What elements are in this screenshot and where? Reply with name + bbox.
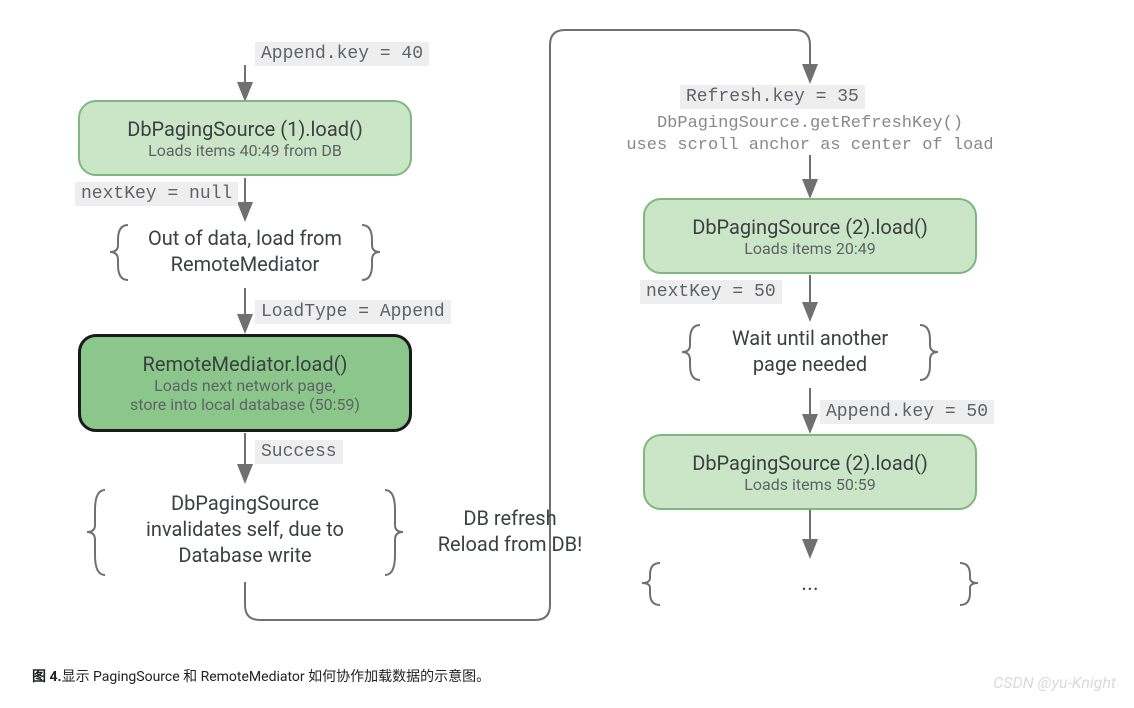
node-title: DbPagingSource (1).load() — [127, 117, 363, 141]
node-subtitle: store into local database (50:59) — [130, 395, 360, 414]
left-nextkey-label: nextKey = null — [75, 182, 238, 206]
left-append-key-label: Append.key = 40 — [255, 42, 429, 66]
watermark: CSDN @yu-Knight — [993, 673, 1116, 692]
left-node-db-paging-source: DbPagingSource (1).load() Loads items 40… — [78, 100, 412, 176]
right-refresh-key-label: Refresh.key = 35 — [680, 85, 865, 109]
mid-db-refresh-text: DB refresh Reload from DB! — [425, 505, 595, 557]
left-loadtype-label: LoadType = Append — [255, 300, 451, 324]
node-subtitle: Loads items 40:49 from DB — [148, 141, 342, 160]
node-subtitle: Loads items 50:59 — [744, 475, 875, 494]
node-subtitle: Loads items 20:49 — [744, 239, 875, 258]
node-title: DbPagingSource (2).load() — [692, 215, 928, 239]
right-node-db-paging-2: DbPagingSource (2).load() Loads items 50… — [643, 434, 977, 510]
right-refresh-subinfo: DbPagingSource.getRefreshKey() uses scro… — [620, 113, 1000, 157]
left-brace-invalidates: DbPagingSource invalidates self, due to … — [110, 490, 380, 568]
node-title: DbPagingSource (2).load() — [692, 451, 928, 475]
right-nextkey-label: nextKey = 50 — [640, 280, 782, 304]
node-title: RemoteMediator.load() — [143, 352, 348, 376]
right-ellipsis: ... — [670, 570, 950, 599]
left-success-label: Success — [255, 440, 343, 464]
right-append-key-label: Append.key = 50 — [820, 400, 994, 424]
figure-caption: 图 4.显示 PagingSource 和 RemoteMediator 如何协… — [32, 666, 490, 686]
left-node-remote-mediator: RemoteMediator.load() Loads next network… — [78, 334, 412, 432]
node-subtitle: Loads next network page, — [154, 376, 336, 395]
right-node-db-paging-1: DbPagingSource (2).load() Loads items 20… — [643, 198, 977, 274]
right-brace-wait: Wait until another page needed — [702, 325, 918, 377]
caption-bold: 图 4. — [32, 669, 62, 685]
caption-text: 显示 PagingSource 和 RemoteMediator 如何协作加载数… — [62, 669, 491, 685]
left-brace-out-of-data: Out of data, load from RemoteMediator — [132, 225, 358, 277]
